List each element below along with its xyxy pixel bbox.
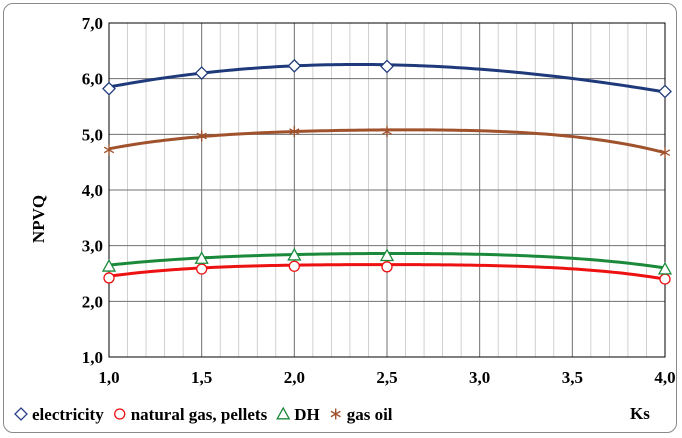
plot-area — [108, 22, 666, 358]
y-axis-label: NPVQ — [29, 195, 48, 243]
star-stroke — [196, 132, 207, 140]
data-point-gas-oil — [289, 126, 300, 138]
legend-marker-dh — [276, 406, 291, 420]
x-tick-label: 4,0 — [654, 368, 675, 387]
legend: electricity natural gas, pellets DH gas oil — [14, 405, 393, 424]
x-tick-label: 3,0 — [469, 368, 490, 387]
legend-marker-natural-gas-pellets — [114, 408, 126, 420]
x-tick-label: 2,5 — [376, 368, 397, 387]
star-stroke — [659, 149, 671, 157]
data-point-natural-gas-pellets — [659, 273, 671, 285]
data-point-gas-oil — [196, 130, 207, 142]
y-tick-label: 2,0 — [82, 292, 103, 311]
legend-marker-electricity — [14, 407, 28, 421]
data-point-electricity — [102, 81, 116, 96]
x-tick-label: 1,0 — [98, 368, 119, 387]
x-tick-label: 1,5 — [191, 368, 212, 387]
x-tick-labels: 1,0 1,5 2,0 2,5 3,0 3,5 4,0 — [98, 368, 675, 387]
series-gas-oil — [103, 126, 671, 159]
legend-item-gas-oil: gas oil — [330, 405, 393, 424]
data-point-dh — [379, 248, 395, 262]
legend-label-gas-oil: gas oil — [347, 405, 393, 424]
x-axis-label: Ks — [630, 404, 650, 423]
star-stroke — [289, 128, 300, 135]
chart-frame — [3, 3, 677, 433]
legend-item-electricity: electricity — [14, 405, 104, 424]
series-layer — [101, 58, 673, 285]
star-stroke — [330, 410, 341, 418]
legend-label-natural-gas-pellets: natural gas, pellets — [131, 405, 268, 424]
y-tick-label: 7,0 — [82, 14, 103, 33]
x-tick-label: 2,0 — [284, 368, 305, 387]
data-point-dh — [657, 261, 673, 275]
legend-label-electricity: electricity — [32, 405, 104, 424]
data-point-dh — [101, 258, 117, 272]
y-tick-label: 1,0 — [82, 348, 103, 367]
data-point-natural-gas-pellets — [196, 263, 208, 275]
data-point-natural-gas-pellets — [381, 261, 393, 273]
y-tick-label: 6,0 — [82, 70, 103, 89]
data-point-electricity — [194, 66, 209, 81]
star-stroke — [103, 146, 115, 154]
legend-item-natural-gas-pellets: natural gas, pellets — [114, 405, 268, 424]
data-point-electricity — [380, 59, 394, 74]
data-point-gas-oil — [659, 147, 671, 159]
star-stroke — [381, 128, 393, 135]
legend-label-dh: DH — [294, 405, 320, 424]
data-point-gas-oil — [103, 144, 115, 156]
y-tick-label: 4,0 — [82, 181, 103, 200]
y-tick-labels: 1,0 2,0 3,0 4,0 5,0 6,0 7,0 — [82, 14, 103, 367]
data-point-electricity — [658, 84, 672, 99]
y-tick-label: 3,0 — [82, 237, 103, 256]
data-point-gas-oil — [381, 126, 393, 138]
y-tick-label: 5,0 — [82, 125, 103, 144]
data-point-electricity — [287, 58, 302, 73]
x-tick-label: 3,5 — [562, 368, 583, 387]
series-natural-gas-pellets — [103, 260, 671, 285]
data-point-dh — [287, 247, 302, 261]
data-point-natural-gas-pellets — [103, 272, 115, 284]
series-dh — [101, 247, 673, 275]
series-electricity — [102, 58, 672, 99]
legend-marker-gas-oil — [330, 408, 341, 420]
data-point-dh — [194, 251, 209, 264]
data-point-natural-gas-pellets — [288, 260, 300, 272]
legend-item-dh: DH — [276, 405, 320, 424]
